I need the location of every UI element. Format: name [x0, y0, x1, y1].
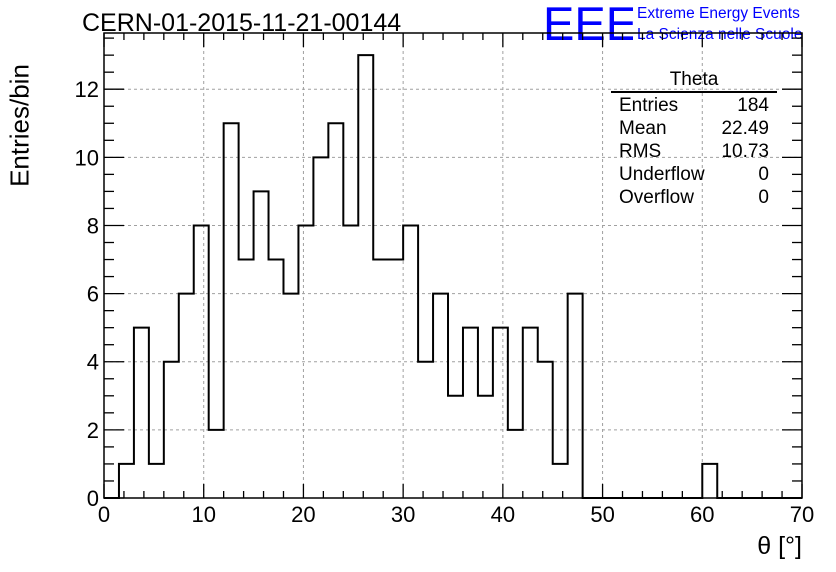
x-axis-label: θ [°]: [757, 532, 802, 560]
x-tick-label: 60: [690, 502, 714, 527]
plot-frame: [103, 32, 803, 499]
axis-ticks: [103, 33, 803, 499]
stats-label: Mean: [619, 118, 667, 139]
stats-row-rms: RMS 10.73: [611, 140, 777, 163]
stats-value: 0: [758, 187, 769, 208]
stats-row-entries: Entries 184: [611, 94, 777, 117]
x-tick-label: 40: [491, 502, 515, 527]
tick-labels: 0 10 20 30 40 50 60 70 0 2 4 6 8 10 12: [75, 77, 815, 527]
x-tick-label: 20: [291, 502, 315, 527]
x-tick-label: 10: [191, 502, 215, 527]
stats-label: Overflow: [619, 187, 694, 208]
eee-logo: EEE: [543, 0, 633, 46]
y-tick-label: 4: [87, 350, 99, 375]
stats-value: 10.73: [721, 141, 769, 162]
logo-line-1: Extreme Energy Events: [637, 5, 800, 22]
stats-label: Entries: [619, 95, 679, 116]
stats-row-underflow: Underflow 0: [611, 163, 777, 186]
stats-row-overflow: Overflow 0: [611, 186, 777, 209]
y-tick-label: 0: [87, 486, 99, 511]
stats-label: RMS: [619, 141, 662, 162]
x-tick-label: 0: [98, 502, 110, 527]
x-tick-label: 70: [790, 502, 814, 527]
stats-value: 184: [737, 95, 769, 116]
stats-value: 0: [758, 164, 769, 185]
stats-row-mean: Mean 22.49: [611, 117, 777, 140]
logo-caption: Extreme Energy Events La Scienza nelle S…: [637, 3, 802, 45]
y-tick-label: 8: [87, 213, 99, 238]
histogram-line: [104, 54, 802, 499]
y-tick-label: 2: [87, 418, 99, 443]
y-tick-label: 10: [75, 145, 99, 170]
x-tick-label: 30: [391, 502, 415, 527]
stats-value: 22.49: [721, 118, 769, 139]
y-tick-label: 12: [75, 77, 99, 102]
logo-line-2: La Scienza nelle Scuole: [637, 26, 803, 43]
x-tick-label: 50: [590, 502, 614, 527]
stats-label: Underflow: [619, 164, 705, 185]
stats-title: Theta: [611, 70, 777, 93]
y-tick-label: 6: [87, 282, 99, 307]
stats-box: Theta Entries 184 Mean 22.49 RMS 10.73 U…: [611, 70, 777, 209]
logo-text: EEE: [543, 0, 633, 46]
